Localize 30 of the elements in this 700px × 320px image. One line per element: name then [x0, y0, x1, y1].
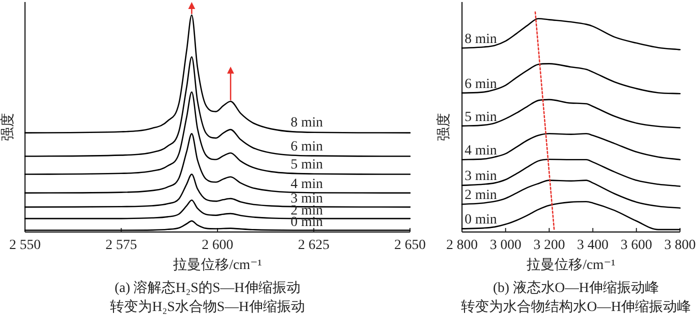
y-axis-title: 强度 — [436, 113, 452, 141]
series-label: 3 min — [464, 169, 497, 184]
x-tick-label: 2 650 — [394, 238, 426, 253]
text: 转变为H₂S水合物S—H伸缩振动 — [110, 299, 305, 315]
x-tick-label: 2 800 — [446, 238, 478, 253]
x-axis-title: 拉曼位移/cm⁻¹ — [526, 257, 616, 273]
series-label: 8 min — [290, 116, 323, 131]
series-label: 0 min — [464, 212, 497, 228]
x-tick-label: 3 800 — [664, 238, 696, 253]
series-label: 2 min — [464, 188, 497, 204]
x-tick-label: 2 550 — [9, 238, 41, 253]
series-label: 6 min — [464, 76, 497, 92]
series-label: 5 min — [464, 110, 497, 125]
series-label: 4 min — [290, 176, 323, 192]
series-label: 5 min — [290, 158, 323, 173]
text: (b) 液态水O—H伸缩振动峰 — [492, 280, 660, 296]
x-tick-label: 3 200 — [533, 238, 565, 253]
series-label: 4 min — [464, 144, 497, 159]
x-tick-label: 3 400 — [577, 238, 609, 253]
y-axis-title: 强度 — [0, 113, 16, 141]
x-tick-label: 2 600 — [202, 238, 234, 253]
text: (a) 溶解态H₂S的S—H伸缩振动 — [114, 280, 300, 296]
series-label: 6 min — [290, 139, 323, 154]
x-tick-label: 2 575 — [106, 238, 137, 253]
x-tick-label: 3 000 — [490, 238, 522, 253]
x-axis-title: 拉曼位移/cm⁻¹ — [173, 257, 262, 273]
text: 转变为水合物结构水O—H伸缩振动峰 — [460, 299, 692, 315]
series-label: 8 min — [464, 32, 497, 47]
x-tick-label: 2 625 — [298, 238, 330, 253]
x-tick-label: 3 600 — [620, 238, 652, 253]
